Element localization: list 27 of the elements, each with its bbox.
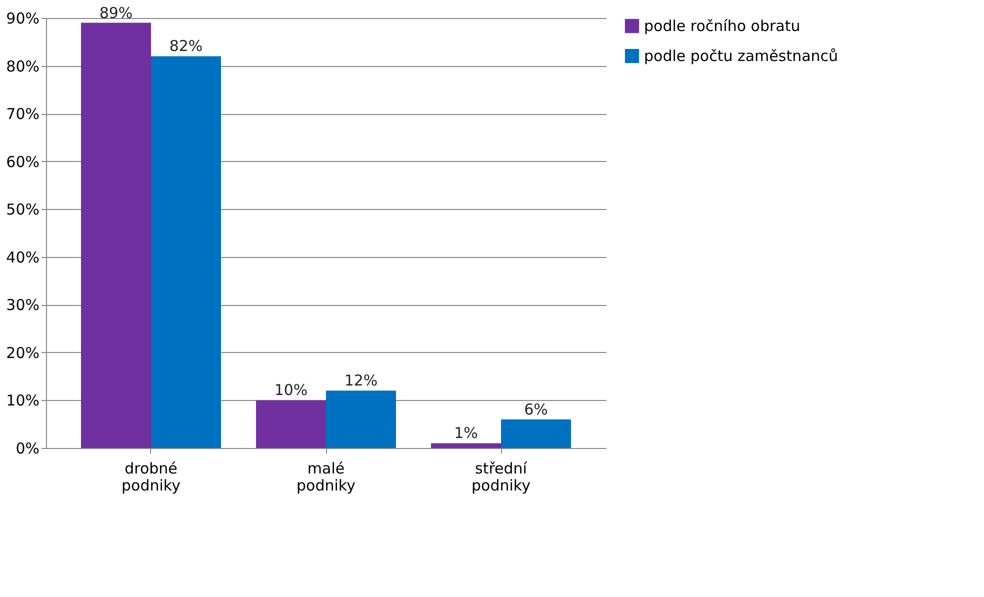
legend-label: podle ročního obratu xyxy=(644,17,800,35)
y-tick-label: 0% xyxy=(16,440,40,458)
y-tick-label: 70% xyxy=(6,105,40,124)
data-label: 12% xyxy=(344,372,378,390)
bar xyxy=(81,22,151,448)
bar xyxy=(151,56,221,448)
y-tick-label: 90% xyxy=(6,10,40,28)
data-label: 89% xyxy=(99,4,133,22)
x-tick-label: drobné podniky xyxy=(122,460,181,494)
y-tick-label: 20% xyxy=(6,344,40,362)
bar xyxy=(501,419,571,448)
x-tick-label: střední podniky xyxy=(472,460,531,494)
bar xyxy=(256,400,326,448)
data-label: 82% xyxy=(169,37,203,56)
legend-label: podle počtu zaměstnanců xyxy=(644,47,838,65)
data-label: 1% xyxy=(454,424,478,442)
y-tick-label: 10% xyxy=(6,392,40,410)
y-tick-label: 30% xyxy=(6,296,40,314)
bar xyxy=(431,443,501,448)
bar xyxy=(326,390,396,448)
y-tick-label: 60% xyxy=(6,152,40,171)
y-tick-label: 50% xyxy=(6,200,40,219)
data-label: 6% xyxy=(524,400,548,418)
data-label: 10% xyxy=(274,381,308,400)
y-tick-label: 40% xyxy=(6,248,40,266)
x-tick-label: malé podniky xyxy=(296,460,356,494)
y-tick-label: 80% xyxy=(6,57,40,76)
